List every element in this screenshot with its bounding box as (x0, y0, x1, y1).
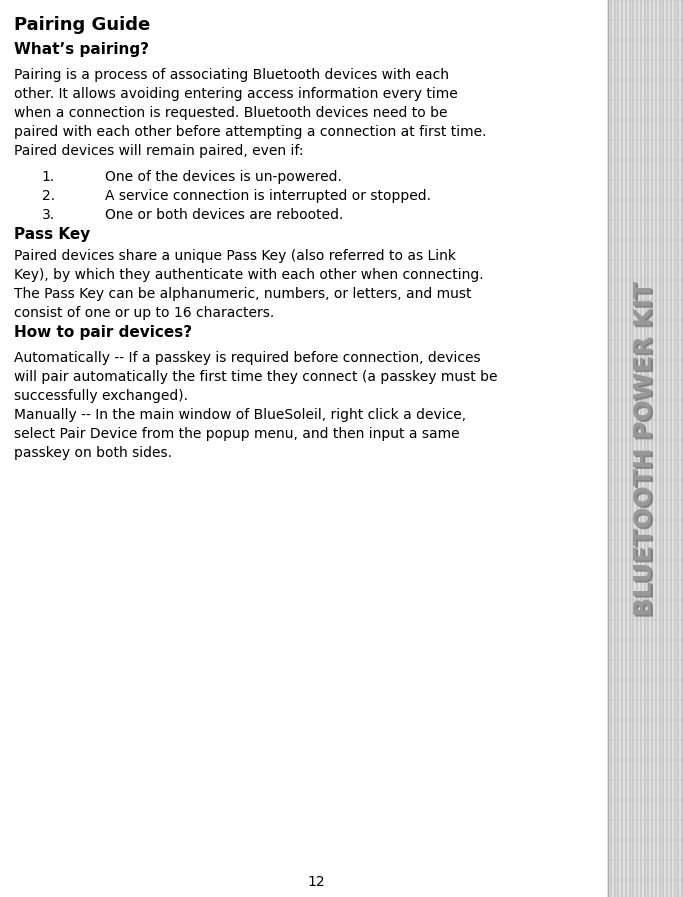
Bar (658, 0, 660, 897)
Bar (651, 0, 653, 897)
Text: Pass Key: Pass Key (14, 227, 90, 242)
Bar (663, 0, 665, 897)
Bar (670, 0, 672, 897)
Bar (627, 0, 628, 897)
Text: BLUETOOTH POWER KIT: BLUETOOTH POWER KIT (635, 282, 658, 617)
Text: Pairing is a process of associating Bluetooth devices with each
other. It allows: Pairing is a process of associating Blue… (14, 68, 486, 139)
Text: Paired devices share a unique Pass Key (also referred to as Link
Key), by which : Paired devices share a unique Pass Key (… (14, 249, 484, 320)
Bar (621, 0, 623, 897)
Bar (625, 0, 627, 897)
Text: Paired devices will remain paired, even if:: Paired devices will remain paired, even … (14, 144, 303, 158)
Bar (681, 0, 683, 897)
Bar (672, 0, 673, 897)
Bar (660, 0, 663, 897)
Bar (678, 0, 680, 897)
Bar (635, 0, 636, 897)
Bar (673, 0, 675, 897)
Bar (680, 0, 681, 897)
Bar (657, 0, 658, 897)
Bar (655, 0, 657, 897)
Text: BLUETOOTH POWER KIT: BLUETOOTH POWER KIT (634, 281, 658, 616)
Bar (650, 0, 651, 897)
Bar (617, 0, 619, 897)
Bar (640, 0, 642, 897)
Text: BLUETOOTH POWER KIT: BLUETOOTH POWER KIT (635, 283, 660, 618)
Bar (665, 0, 666, 897)
Bar (630, 0, 632, 897)
Text: One of the devices is un-powered.: One of the devices is un-powered. (105, 170, 342, 184)
Bar (628, 0, 630, 897)
Text: What’s pairing?: What’s pairing? (14, 42, 149, 57)
Bar (612, 0, 613, 897)
Text: 12: 12 (307, 875, 325, 889)
Bar (638, 0, 640, 897)
Bar (675, 0, 678, 897)
Bar (610, 0, 612, 897)
Text: One or both devices are rebooted.: One or both devices are rebooted. (105, 208, 344, 222)
Bar (615, 0, 617, 897)
Bar (645, 0, 647, 897)
Bar (619, 0, 621, 897)
Bar (623, 0, 625, 897)
Bar (642, 0, 643, 897)
Bar (636, 0, 638, 897)
Bar (632, 0, 635, 897)
Text: 3.: 3. (42, 208, 55, 222)
Text: How to pair devices?: How to pair devices? (14, 325, 192, 340)
Text: 1.: 1. (42, 170, 55, 184)
Text: Pairing Guide: Pairing Guide (14, 16, 150, 34)
Bar (666, 0, 668, 897)
Bar (653, 0, 655, 897)
Bar (643, 0, 645, 897)
Bar (647, 0, 650, 897)
Text: Manually -- In the main window of BlueSoleil, right click a device,
select Pair : Manually -- In the main window of BlueSo… (14, 408, 466, 460)
Bar (613, 0, 615, 897)
Bar (608, 0, 610, 897)
Text: Automatically -- If a passkey is required before connection, devices
will pair a: Automatically -- If a passkey is require… (14, 351, 497, 403)
Text: A service connection is interrupted or stopped.: A service connection is interrupted or s… (105, 189, 431, 203)
Bar (668, 0, 670, 897)
Text: 2.: 2. (42, 189, 55, 203)
